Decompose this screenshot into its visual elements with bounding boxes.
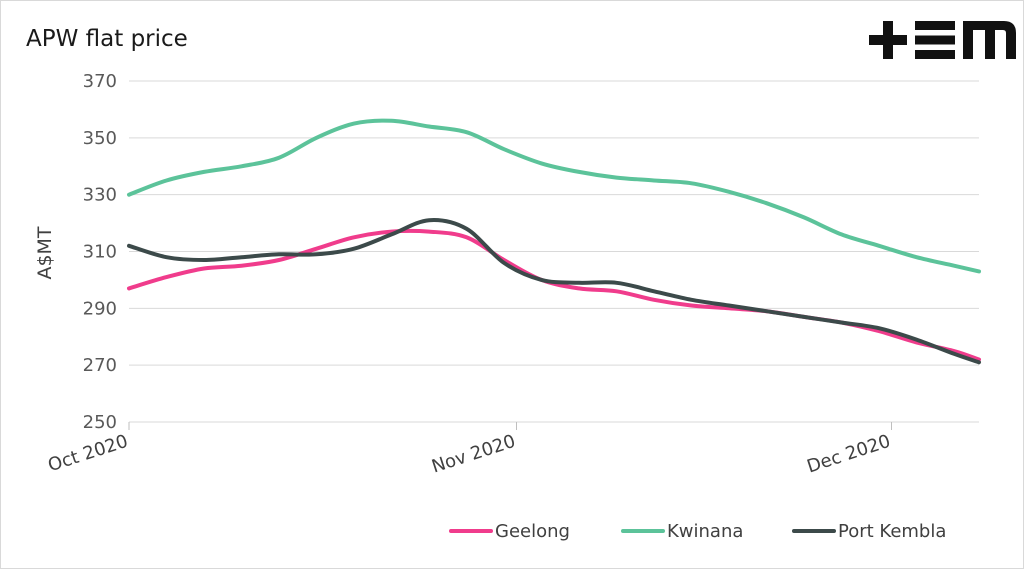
y-tick-label: 250 bbox=[83, 412, 117, 433]
legend-label: Port Kembla bbox=[838, 521, 946, 542]
series-line-port-kembla bbox=[127, 218, 981, 365]
series-lines bbox=[127, 118, 981, 365]
x-tick-label: Nov 2020 bbox=[429, 431, 518, 478]
legend-item-kwinana: Kwinana bbox=[621, 521, 743, 542]
y-tick-label: 370 bbox=[83, 71, 117, 92]
chart-title: APW flat price bbox=[26, 26, 188, 52]
legend-item-geelong: Geelong bbox=[449, 521, 570, 542]
legend-label: Kwinana bbox=[667, 521, 743, 542]
y-tick-label: 270 bbox=[83, 355, 117, 376]
legend-label: Geelong bbox=[495, 521, 570, 542]
brand-logo bbox=[869, 21, 1016, 59]
legend: Geelong Kwinana Port Kembla bbox=[449, 521, 946, 542]
x-tick-label: Dec 2020 bbox=[804, 431, 893, 478]
y-tick-label: 330 bbox=[83, 185, 117, 206]
gridlines bbox=[129, 80, 979, 423]
series-line-kwinana bbox=[127, 118, 981, 274]
x-tick-label: Oct 2020 bbox=[45, 431, 130, 477]
series-line-geelong bbox=[127, 228, 981, 362]
y-axis-label: A$MT bbox=[34, 226, 56, 279]
y-tick-label: 350 bbox=[83, 128, 117, 149]
y-axis-ticks: 250 270 290 310 330 350 370 bbox=[83, 71, 117, 433]
x-axis: Oct 2020 Nov 2020 Dec 2020 bbox=[45, 422, 893, 478]
legend-item-port-kembla: Port Kembla bbox=[792, 521, 946, 542]
y-tick-label: 290 bbox=[83, 298, 117, 319]
y-tick-label: 310 bbox=[83, 242, 117, 263]
